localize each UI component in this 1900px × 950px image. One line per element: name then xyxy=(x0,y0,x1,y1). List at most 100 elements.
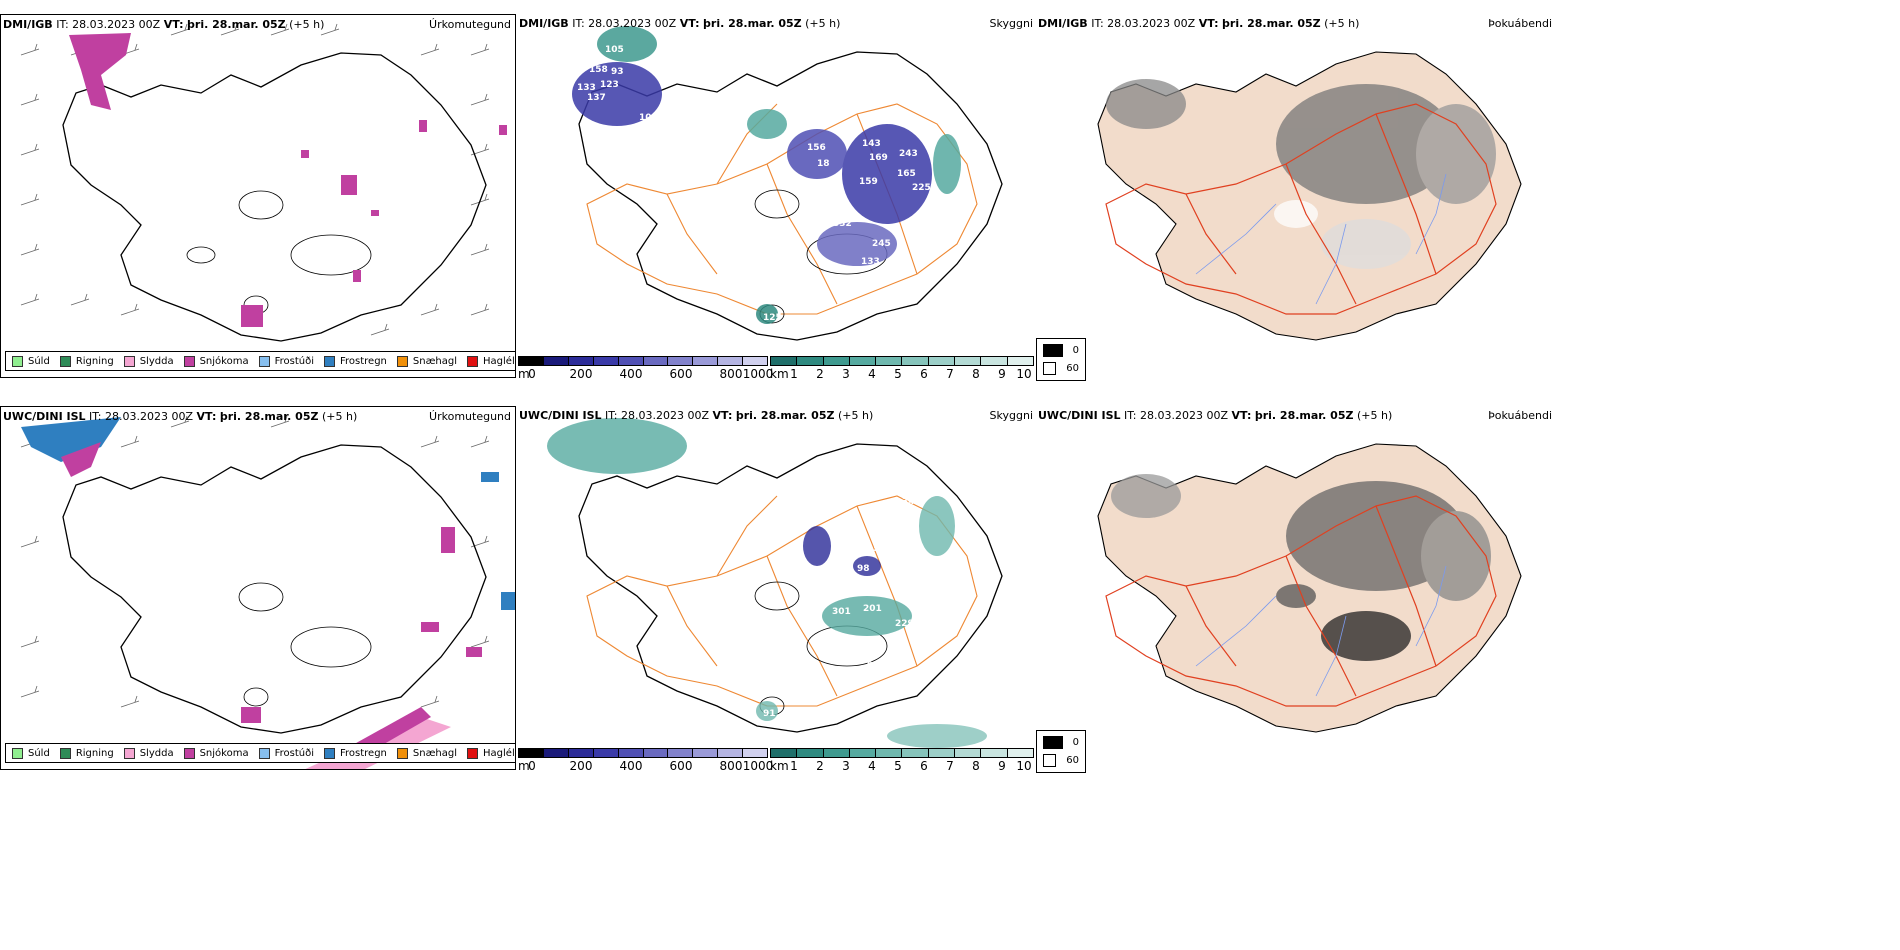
scale-bin xyxy=(849,749,877,757)
rivers xyxy=(1195,565,1447,697)
vis-label: 347 xyxy=(802,181,821,191)
scale-bin xyxy=(568,357,594,365)
vis-label: 243 xyxy=(899,149,918,159)
scale-bin xyxy=(618,749,644,757)
vis-label: 60 xyxy=(961,524,974,534)
road-network xyxy=(586,495,978,707)
vis-label: 93 xyxy=(611,67,624,77)
wind-barbs xyxy=(20,23,490,336)
model-name: DMI/IGB xyxy=(3,18,53,31)
legend-item: Súld xyxy=(12,747,50,759)
iceland-coast xyxy=(62,444,487,734)
vis-label: 225 xyxy=(912,183,931,193)
legend-swatch xyxy=(396,747,408,759)
scale-ticks-m: m 0 200 400 600 800 1000 xyxy=(518,367,774,381)
legend-swatch xyxy=(396,355,408,367)
panel-header: DMI/IGB IT: 28.03.2023 00Z VT: þri. 28.m… xyxy=(1038,17,1360,30)
panel-header: DMI/IGB IT: 28.03.2023 00Z VT: þri. 28.m… xyxy=(519,17,841,30)
visibility-labels: 34 26 60 100 98 152 12 301 201 92 229 97… xyxy=(763,497,984,719)
vis-label: 98 xyxy=(857,564,870,574)
scale-bin xyxy=(519,749,544,757)
scale-bin xyxy=(643,749,669,757)
vis-label: 156 xyxy=(807,143,826,153)
scale-bin xyxy=(1007,357,1033,365)
visibility-scale-m: m 0 200 400 600 800 1000 xyxy=(518,748,773,773)
scale-bin xyxy=(543,749,569,757)
scale-bin xyxy=(618,357,644,365)
vis-label: 18 xyxy=(817,159,830,169)
vis-label: 133 xyxy=(861,257,880,267)
vis-label: 86 xyxy=(867,272,880,282)
visibility-scale-km: km 1 2 3 4 5 6 7 8 9 10 xyxy=(770,356,1034,381)
scale-bin xyxy=(693,749,719,757)
legend-item: Slydda xyxy=(123,355,174,367)
vis-label: 92 xyxy=(912,607,925,617)
visibility-map-top: 105 158 93 123 133 137 104 156 18 347 14… xyxy=(572,26,1003,341)
legend-item: Haglél xyxy=(467,747,515,759)
fog-panel-bottom: UWC/DINI ISL IT: 28.03.2023 00Z VT: þri.… xyxy=(1036,406,1556,770)
scale-bin xyxy=(643,357,669,365)
visibility-fields xyxy=(547,418,987,748)
vis-label: 100 xyxy=(965,539,984,549)
iceland-coast xyxy=(578,51,1003,341)
scale-bin xyxy=(797,357,824,365)
scale-bin xyxy=(823,357,850,365)
vis-label: 119 xyxy=(912,215,931,225)
legend-swatch xyxy=(324,355,335,367)
legend-swatch xyxy=(59,747,71,759)
scale-bin xyxy=(797,749,824,757)
vis-label: 97 xyxy=(867,661,880,671)
scale-bin xyxy=(771,357,798,365)
fog-key-top: 0 60 xyxy=(1036,338,1086,381)
vis-label: 152 xyxy=(867,544,886,554)
vis-label: 137 xyxy=(587,93,606,103)
precip-legend: Súld Rigning Slydda Snjókoma Frostúði Fr… xyxy=(5,351,515,371)
visibility-map-bottom: 34 26 60 100 98 152 12 301 201 92 229 97… xyxy=(547,418,1003,748)
legend-item: Snjókoma xyxy=(183,355,249,367)
legend-item: Slydda xyxy=(123,747,174,759)
legend-item: Rigning xyxy=(59,747,114,759)
scale-bin xyxy=(743,749,768,757)
scale-bin xyxy=(876,357,903,365)
scale-bin xyxy=(718,357,744,365)
scale-bin xyxy=(543,357,569,365)
panel-title: Þokuábendi xyxy=(1488,17,1552,30)
legend-item: Frostúði xyxy=(258,355,314,367)
legend-swatch xyxy=(183,355,195,367)
valid-time: þri. 28.mar. 05Z xyxy=(187,18,286,31)
vis-label: 332 xyxy=(833,219,852,229)
vis-label: 12 xyxy=(839,581,852,591)
fog-key-swatch xyxy=(1043,754,1057,767)
scale-bin xyxy=(876,749,903,757)
visibility-panel-top: 105 158 93 123 133 137 104 156 18 347 14… xyxy=(517,14,1037,378)
vis-label: 143 xyxy=(862,139,881,149)
panel-header: UWC/DINI ISL IT: 28.03.2023 00Z VT: þri.… xyxy=(1038,409,1393,422)
vis-label: 169 xyxy=(869,153,888,163)
scale-bin xyxy=(1007,749,1033,757)
vis-label: 133 xyxy=(577,83,596,93)
legend-swatch xyxy=(258,355,270,367)
snow-areas xyxy=(69,33,507,327)
legend-swatch xyxy=(12,747,23,759)
visibility-scale-km: km 1 2 3 4 5 6 7 8 9 10 xyxy=(770,748,1034,773)
glaciers xyxy=(238,582,372,707)
vis-label: 301 xyxy=(832,607,851,617)
legend-item: Snjókoma xyxy=(183,747,249,759)
glaciers xyxy=(186,190,372,315)
vis-label: 125 xyxy=(763,313,782,323)
scale-bin xyxy=(955,749,982,757)
scale-bar-km xyxy=(770,356,1034,366)
legend-swatch xyxy=(183,747,195,759)
scale-bin xyxy=(928,357,956,365)
fog-key-item: 60 xyxy=(1043,754,1079,767)
precip-map-top xyxy=(20,23,507,342)
precip-legend: Súld Rigning Slydda Snjókoma Frostúði Fr… xyxy=(5,743,515,763)
legend-swatch xyxy=(467,747,479,759)
fog-key-item: 60 xyxy=(1043,362,1079,375)
scale-bin xyxy=(981,749,1008,757)
fog-key-swatch xyxy=(1043,362,1057,375)
legend-swatch xyxy=(123,355,135,367)
precip-areas xyxy=(21,417,515,769)
vis-label: 105 xyxy=(605,45,624,55)
panel-header: UWC/DINI ISL IT: 28.03.2023 00Z VT: þri.… xyxy=(519,409,874,422)
